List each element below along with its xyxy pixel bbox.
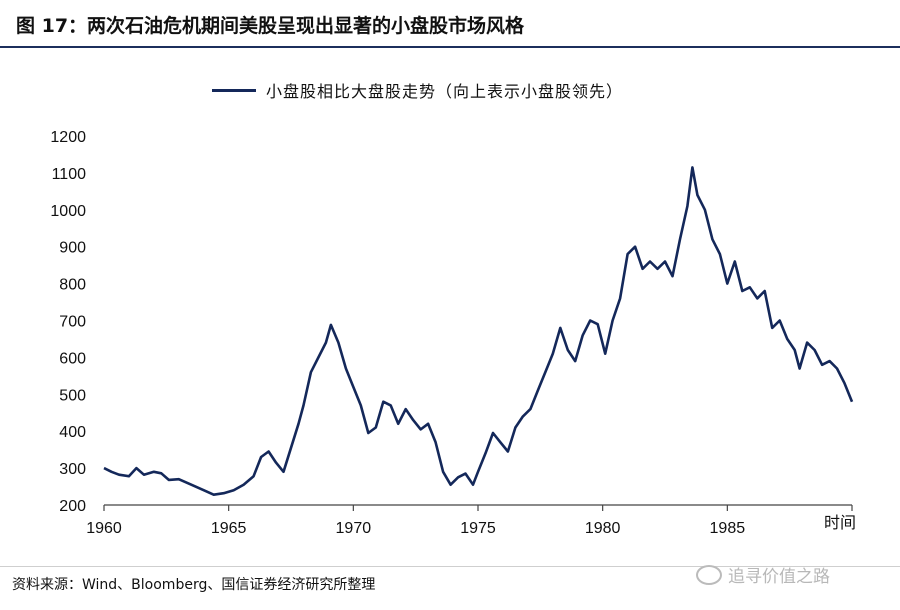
- y-tick-label: 1000: [50, 203, 86, 220]
- y-tick-label: 600: [59, 350, 86, 367]
- source-note: 资料来源：Wind、Bloomberg、国信证券经济研究所整理: [12, 577, 376, 593]
- x-tick-label: 1975: [460, 520, 496, 537]
- legend-swatch: [212, 88, 256, 92]
- y-tick-label: 1200: [50, 129, 86, 146]
- y-tick-label: 500: [59, 387, 86, 404]
- y-tick-label: 400: [59, 424, 86, 441]
- y-tick-label: 300: [59, 461, 86, 478]
- y-axis: 200 300 400 500 600 700 800 900 1000 1100 1200: [50, 129, 86, 515]
- y-tick-label: 200: [59, 498, 86, 515]
- watermark: 追寻价值之路: [696, 562, 830, 587]
- legend-label: 小盘股相比大盘股走势（向上表示小盘股领先）: [266, 82, 624, 101]
- series-line: [103, 166, 854, 497]
- legend: 小盘股相比大盘股走势（向上表示小盘股领先）: [212, 78, 623, 102]
- y-tick-label: 700: [59, 314, 86, 331]
- page-title: 图 17：两次石油危机期间美股呈现出显著的小盘股市场风格: [16, 15, 525, 37]
- x-axis-label: 时间: [824, 514, 856, 532]
- x-tick-label: 1965: [211, 520, 247, 537]
- wechat-icon: [696, 564, 722, 585]
- x-tick-label: 1970: [336, 520, 372, 537]
- y-tick-label: 900: [59, 240, 86, 257]
- x-tick-label: 1980: [585, 520, 621, 537]
- y-tick-label: 1100: [52, 166, 87, 183]
- y-tick-label: 800: [59, 277, 86, 294]
- x-axis: 1960 1965 1970 1975 1980 1985 时间: [86, 504, 856, 537]
- watermark-text: 追寻价值之路: [728, 567, 830, 587]
- title-bar: 图 17：两次石油危机期间美股呈现出显著的小盘股市场风格: [0, 0, 900, 48]
- x-tick-label: 1960: [86, 520, 122, 537]
- x-tick-label: 1985: [710, 520, 746, 537]
- footer-rule: [0, 566, 900, 567]
- plot-area: [103, 166, 854, 497]
